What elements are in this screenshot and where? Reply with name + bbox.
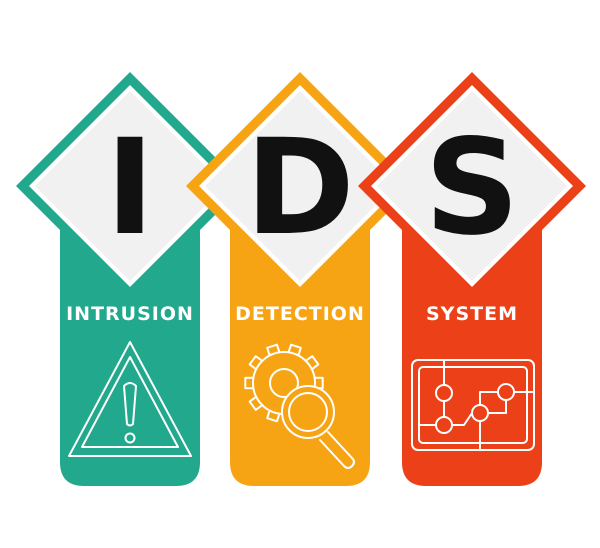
warning-triangle-icon <box>68 341 192 457</box>
circuit-board-icon <box>411 359 535 451</box>
column-system: S SYSTEM <box>358 72 586 486</box>
label-intrusion: INTRUSION <box>66 303 194 325</box>
column-detection-pillar <box>230 230 370 486</box>
column-intrusion-diamond <box>16 72 244 300</box>
gear-tooth <box>248 395 264 411</box>
column-system-diamond <box>358 72 586 300</box>
gear-tooth <box>248 355 264 371</box>
label-system: SYSTEM <box>426 303 518 325</box>
column-detection: D DETECTION <box>186 72 414 486</box>
gear-tooth <box>287 343 302 357</box>
column-detection-diamond <box>186 72 414 300</box>
column-intrusion: I INTRUSION <box>16 72 244 486</box>
letter-s: S <box>424 111 519 265</box>
label-detection: DETECTION <box>235 303 365 325</box>
gear-tooth <box>244 376 255 390</box>
gear-tooth <box>304 355 320 371</box>
gear-tooth <box>266 343 281 357</box>
letter-d: D <box>245 111 355 265</box>
letter-i: I <box>105 111 154 265</box>
gear-tooth <box>266 409 281 423</box>
gear-magnifier-icon <box>244 343 355 469</box>
